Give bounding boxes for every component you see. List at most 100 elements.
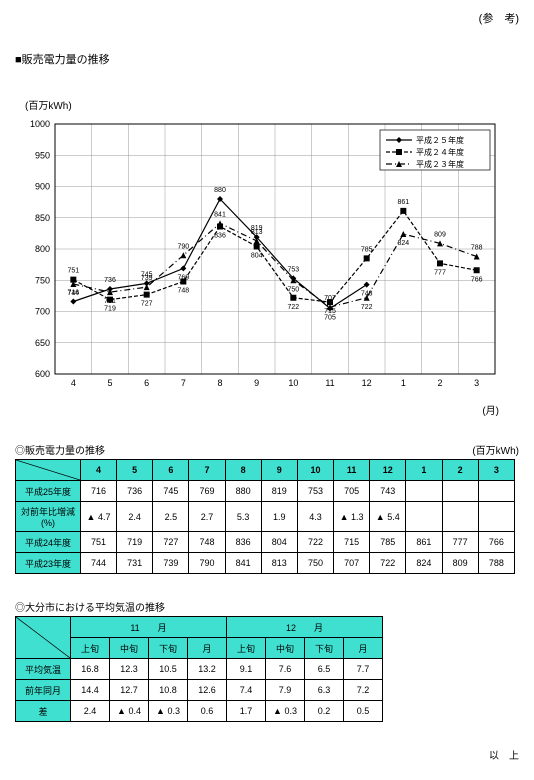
table-cell: 824 xyxy=(406,553,442,574)
svg-text:788: 788 xyxy=(471,245,483,252)
table-cell: 731 xyxy=(117,553,153,574)
table-cell: 705 xyxy=(334,481,370,502)
col-header: 2 xyxy=(442,460,478,481)
table-cell: 7.2 xyxy=(344,680,383,701)
table-cell: 7.9 xyxy=(266,680,305,701)
table-cell: 744 xyxy=(80,553,116,574)
chart-y-unit: (百万kWh) xyxy=(25,97,519,112)
col-header: 10 xyxy=(297,460,333,481)
table-cell: 1.9 xyxy=(261,502,297,532)
svg-text:平成２３年度: 平成２３年度 xyxy=(416,159,464,169)
svg-text:880: 880 xyxy=(214,187,226,194)
table-cell: 748 xyxy=(189,532,225,553)
table-cell: ▲ 0.3 xyxy=(266,701,305,722)
table-cell: 715 xyxy=(334,532,370,553)
table-cell: 727 xyxy=(153,532,189,553)
svg-text:719: 719 xyxy=(104,306,116,313)
table-cell: 4.3 xyxy=(297,502,333,532)
period-header: 月 xyxy=(344,638,383,659)
table-cell: 841 xyxy=(225,553,261,574)
table-cell: 7.4 xyxy=(227,680,266,701)
table-cell: 2.4 xyxy=(71,701,110,722)
chart-x-unit: (月) xyxy=(15,402,499,417)
row-header: 対前年比増減(%) xyxy=(16,502,81,532)
table-cell: ▲ 0.4 xyxy=(110,701,149,722)
period-header: 中旬 xyxy=(110,638,149,659)
svg-text:8: 8 xyxy=(217,378,222,388)
sales-table: 456789101112123平成25年度7167367457698808197… xyxy=(15,459,515,574)
svg-text:841: 841 xyxy=(214,211,226,218)
table-cell: 750 xyxy=(297,553,333,574)
table-cell: 707 xyxy=(334,553,370,574)
table-cell: 813 xyxy=(261,553,297,574)
table2-title: ◎大分市における平均気温の推移 xyxy=(15,599,165,614)
period-header: 下旬 xyxy=(305,638,344,659)
table-cell: 12.3 xyxy=(110,659,149,680)
table-cell xyxy=(406,502,442,532)
table-cell: 819 xyxy=(261,481,297,502)
svg-text:1000: 1000 xyxy=(30,119,50,129)
svg-text:800: 800 xyxy=(35,244,50,254)
row-header: 平成23年度 xyxy=(16,553,81,574)
svg-text:824: 824 xyxy=(397,240,409,247)
table-cell: 743 xyxy=(370,481,406,502)
svg-text:1: 1 xyxy=(401,378,406,388)
svg-text:785: 785 xyxy=(361,246,373,253)
row-header: 前年同月 xyxy=(16,680,71,701)
col-header: 4 xyxy=(80,460,116,481)
col-header: 8 xyxy=(225,460,261,481)
table-cell: 7.6 xyxy=(266,659,305,680)
period-header: 下旬 xyxy=(149,638,188,659)
table-cell: 14.4 xyxy=(71,680,110,701)
table-cell: 736 xyxy=(117,481,153,502)
svg-text:750: 750 xyxy=(35,275,50,285)
table-cell: 753 xyxy=(297,481,333,502)
table-cell: 6.3 xyxy=(305,680,344,701)
table-cell: 809 xyxy=(442,553,478,574)
row-header: 平成24年度 xyxy=(16,532,81,553)
svg-text:753: 753 xyxy=(287,266,299,273)
table-cell: 1.7 xyxy=(227,701,266,722)
table-cell: 0.2 xyxy=(305,701,344,722)
svg-text:819: 819 xyxy=(251,225,263,232)
col-header: 6 xyxy=(153,460,189,481)
svg-text:600: 600 xyxy=(35,369,50,379)
svg-text:10: 10 xyxy=(288,378,298,388)
table-cell: 719 xyxy=(117,532,153,553)
table-cell: 722 xyxy=(297,532,333,553)
table-cell: 716 xyxy=(80,481,116,502)
table-cell: 16.8 xyxy=(71,659,110,680)
svg-text:716: 716 xyxy=(67,290,79,297)
table-cell: 10.8 xyxy=(149,680,188,701)
svg-text:5: 5 xyxy=(107,378,112,388)
table-cell xyxy=(478,481,514,502)
month-group: 11 月 xyxy=(71,617,227,638)
table-cell: ▲ 1.3 xyxy=(334,502,370,532)
col-header: 9 xyxy=(261,460,297,481)
table-cell: 745 xyxy=(153,481,189,502)
col-header: 7 xyxy=(189,460,225,481)
period-header: 上旬 xyxy=(227,638,266,659)
table-cell: ▲ 4.7 xyxy=(80,502,116,532)
row-header: 差 xyxy=(16,701,71,722)
col-header: 11 xyxy=(334,460,370,481)
reference-note: (参 考) xyxy=(15,10,519,26)
table-cell xyxy=(478,502,514,532)
svg-text:722: 722 xyxy=(361,304,373,311)
svg-text:748: 748 xyxy=(177,288,189,295)
table-cell: 10.5 xyxy=(149,659,188,680)
table-cell: 6.5 xyxy=(305,659,344,680)
svg-text:751: 751 xyxy=(67,268,79,275)
svg-text:950: 950 xyxy=(35,150,50,160)
svg-text:790: 790 xyxy=(177,243,189,250)
svg-text:743: 743 xyxy=(361,291,373,298)
period-header: 月 xyxy=(188,638,227,659)
svg-text:9: 9 xyxy=(254,378,259,388)
table-cell: 788 xyxy=(478,553,514,574)
svg-text:4: 4 xyxy=(71,378,76,388)
svg-text:2: 2 xyxy=(437,378,442,388)
row-header: 平均気温 xyxy=(16,659,71,680)
svg-text:12: 12 xyxy=(362,378,372,388)
table-cell: 9.1 xyxy=(227,659,266,680)
table-cell: 722 xyxy=(370,553,406,574)
